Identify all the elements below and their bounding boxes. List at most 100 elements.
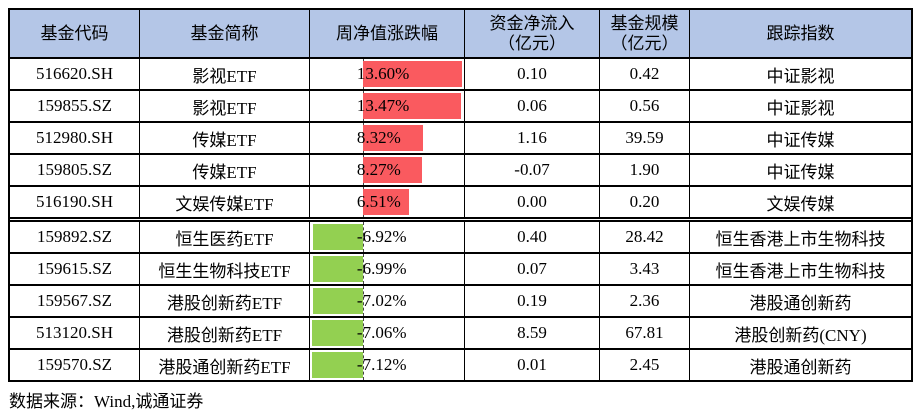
positive-change-bar (362, 125, 423, 151)
fund-code-cell: 159805.SZ (10, 155, 140, 185)
tracking-index-cell: 中证传媒 (766, 130, 835, 150)
net-inflow-cell: 8.59 (465, 318, 600, 348)
weekly-change-cell: 6.51% (310, 187, 465, 217)
zero-axis-line (362, 286, 364, 316)
column-header-3: 资金净流入 （亿元） (465, 10, 600, 57)
weekly-change-value: -7.06% (356, 323, 407, 342)
net-inflow-cell: 0.10 (465, 59, 600, 89)
negative-change-bar (312, 352, 363, 378)
negative-change-bar (312, 320, 363, 346)
column-header-1: 基金简称 (140, 10, 310, 57)
table-body: 516620.SH 影视ETF 13.60% 0.10 0.42 中证影视 159855.S… (10, 57, 911, 380)
weekly-change-value: -7.12% (356, 355, 407, 374)
net-inflow-cell: 0.06 (465, 91, 600, 121)
table-row: 159567.SZ 港股创新药ETF -7.02% 0.19 2.36 港股通创新药 (10, 284, 911, 316)
table-row: 159892.SZ 恒生医药ETF -6.92% 0.40 28.42 恒生香港上市生物科… (10, 217, 911, 252)
fund-size-cell: 1.90 (600, 155, 690, 185)
net-inflow-cell: 0.40 (465, 222, 600, 252)
weekly-change-cell: -6.99% (310, 254, 465, 284)
net-inflow-cell: -0.07 (465, 155, 600, 185)
fund-code-cell: 159855.SZ (10, 91, 140, 121)
tracking-index-cell: 中证影视 (766, 98, 835, 118)
fund-code-cell: 159892.SZ (10, 222, 140, 252)
fund-size-cell: 2.45 (600, 350, 690, 380)
tracking-index-cell: 港股通创新药 (749, 357, 852, 377)
fund-code-cell: 516190.SH (10, 187, 140, 217)
table-row: 513120.SH 港股创新药ETF -7.06% 8.59 67.81 港股创新药(CN… (10, 316, 911, 348)
negative-change-bar (312, 288, 363, 314)
fund-code-cell: 159615.SZ (10, 254, 140, 284)
positive-change-bar (362, 157, 423, 183)
table-row: 512980.SH 传媒ETF 8.32% 1.16 39.59 中证传媒 (10, 121, 911, 153)
column-header-4: 基金规模 （亿元） (600, 10, 690, 57)
table-row: 516190.SH 文娱传媒ETF 6.51% 0.00 0.20 文娱传媒 (10, 185, 911, 217)
fund-name-cell: 影视ETF (140, 59, 310, 89)
weekly-change-value: 13.47% (356, 96, 410, 115)
fund-size-cell: 3.43 (600, 254, 690, 284)
fund-code-cell: 516620.SH (10, 59, 140, 89)
zero-axis-line (362, 350, 364, 380)
net-inflow-cell: 0.19 (465, 286, 600, 316)
fund-size-cell: 28.42 (600, 222, 690, 252)
table-header-row: 基金代码 基金简称 周净值涨跌幅 资金净流入 （亿元） 基金规模 （亿元） 跟踪指数 (10, 10, 911, 57)
positive-change-bar (362, 61, 462, 87)
fund-code-cell: 159567.SZ (10, 286, 140, 316)
etf-fund-table: 基金代码 基金简称 周净值涨跌幅 资金净流入 （亿元） 基金规模 （亿元） 跟踪指数 51… (8, 8, 913, 382)
weekly-change-value: -6.92% (356, 227, 407, 246)
weekly-change-value: 13.60% (356, 64, 410, 83)
weekly-change-cell: -7.06% (310, 318, 465, 348)
table-row: 159855.SZ 影视ETF 13.47% 0.06 0.56 中证影视 (10, 89, 911, 121)
fund-name-cell: 港股创新药ETF (140, 318, 310, 348)
weekly-change-cell: 8.27% (310, 155, 465, 185)
tracking-index-cell: 文娱传媒 (766, 194, 835, 214)
net-inflow-cell: 0.00 (465, 187, 600, 217)
weekly-change-value: -7.02% (356, 291, 407, 310)
fund-name-cell: 港股通创新药ETF (140, 350, 310, 380)
net-inflow-cell: 0.07 (465, 254, 600, 284)
weekly-change-cell: 13.60% (310, 59, 465, 89)
column-header-0: 基金代码 (10, 10, 140, 57)
fund-size-cell: 39.59 (600, 123, 690, 153)
weekly-change-value: -6.99% (356, 259, 407, 278)
tracking-index-cell: 中证传媒 (766, 162, 835, 182)
weekly-change-value: 6.51% (356, 192, 401, 211)
weekly-change-cell: 8.32% (310, 123, 465, 153)
fund-code-cell: 159570.SZ (10, 350, 140, 380)
weekly-change-cell: -6.92% (310, 222, 465, 252)
column-header-5: 跟踪指数 (766, 23, 835, 43)
fund-size-cell: 0.20 (600, 187, 690, 217)
tracking-index-cell: 中证影视 (766, 66, 835, 86)
fund-name-cell: 传媒ETF (140, 123, 310, 153)
data-source-note: 数据来源：Wind,诚通证券 (9, 392, 204, 411)
tracking-index-cell: 港股创新药(CNY) (734, 325, 867, 345)
fund-name-cell: 港股创新药ETF (140, 286, 310, 316)
zero-axis-line (362, 318, 364, 348)
column-header-2: 周净值涨跌幅 (310, 10, 465, 57)
net-inflow-cell: 0.01 (465, 350, 600, 380)
fund-code-cell: 512980.SH (10, 123, 140, 153)
weekly-change-value: 8.32% (356, 128, 401, 147)
tracking-index-cell: 恒生香港上市生物科技 (715, 229, 886, 249)
fund-name-cell: 传媒ETF (140, 155, 310, 185)
zero-axis-line (362, 254, 364, 284)
weekly-change-cell: -7.02% (310, 286, 465, 316)
fund-name-cell: 恒生生物科技ETF (140, 254, 310, 284)
fund-size-cell: 67.81 (600, 318, 690, 348)
table-row: 159615.SZ 恒生生物科技ETF -6.99% 0.07 3.43 恒生香港上市生物… (10, 252, 911, 284)
tracking-index-cell: 恒生香港上市生物科技 (715, 261, 886, 281)
table-row: 159570.SZ 港股通创新药ETF -7.12% 0.01 2.45 港股通创新药 (10, 348, 911, 380)
positive-change-bar (362, 189, 410, 215)
weekly-change-value: 8.27% (356, 160, 401, 179)
table-row: 516620.SH 影视ETF 13.60% 0.10 0.42 中证影视 (10, 57, 911, 89)
negative-change-bar (312, 256, 363, 282)
fund-size-cell: 2.36 (600, 286, 690, 316)
fund-name-cell: 恒生医药ETF (140, 222, 310, 252)
fund-size-cell: 0.56 (600, 91, 690, 121)
table-row: 159805.SZ 传媒ETF 8.27% -0.07 1.90 中证传媒 (10, 153, 911, 185)
weekly-change-cell: -7.12% (310, 350, 465, 380)
fund-size-cell: 0.42 (600, 59, 690, 89)
zero-axis-line (362, 222, 364, 252)
fund-name-cell: 文娱传媒ETF (140, 187, 310, 217)
fund-code-cell: 513120.SH (10, 318, 140, 348)
tracking-index-cell: 港股通创新药 (749, 293, 852, 313)
